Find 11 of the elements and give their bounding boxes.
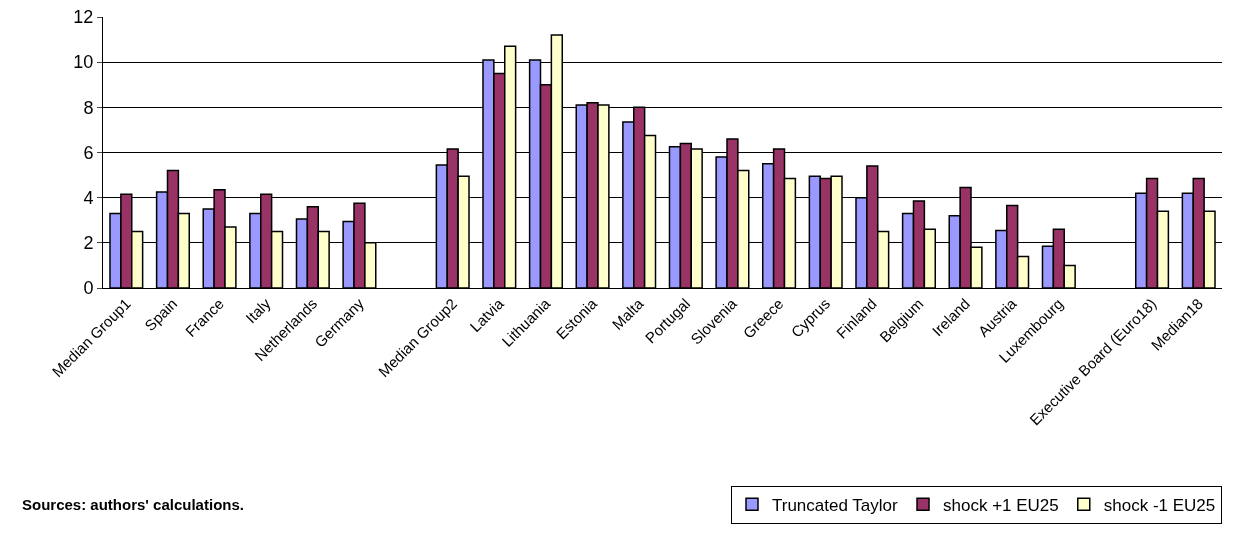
y-tick-label: 10 [73, 52, 94, 73]
y-tick-label: 4 [83, 187, 94, 208]
legend-label: shock -1 EU25 [1103, 495, 1216, 515]
y-tick-label: 12 [73, 7, 94, 28]
y-tick-label: 2 [83, 233, 94, 254]
y-tick-label: 8 [83, 97, 94, 118]
legend-label: Truncated Taylor [772, 495, 899, 515]
y-tick-label: 6 [83, 142, 94, 163]
legend-label: shock +1 EU25 [943, 495, 1059, 515]
source-note: Sources: authors' calculations. [22, 496, 244, 513]
y-tick-label: 0 [83, 278, 94, 299]
